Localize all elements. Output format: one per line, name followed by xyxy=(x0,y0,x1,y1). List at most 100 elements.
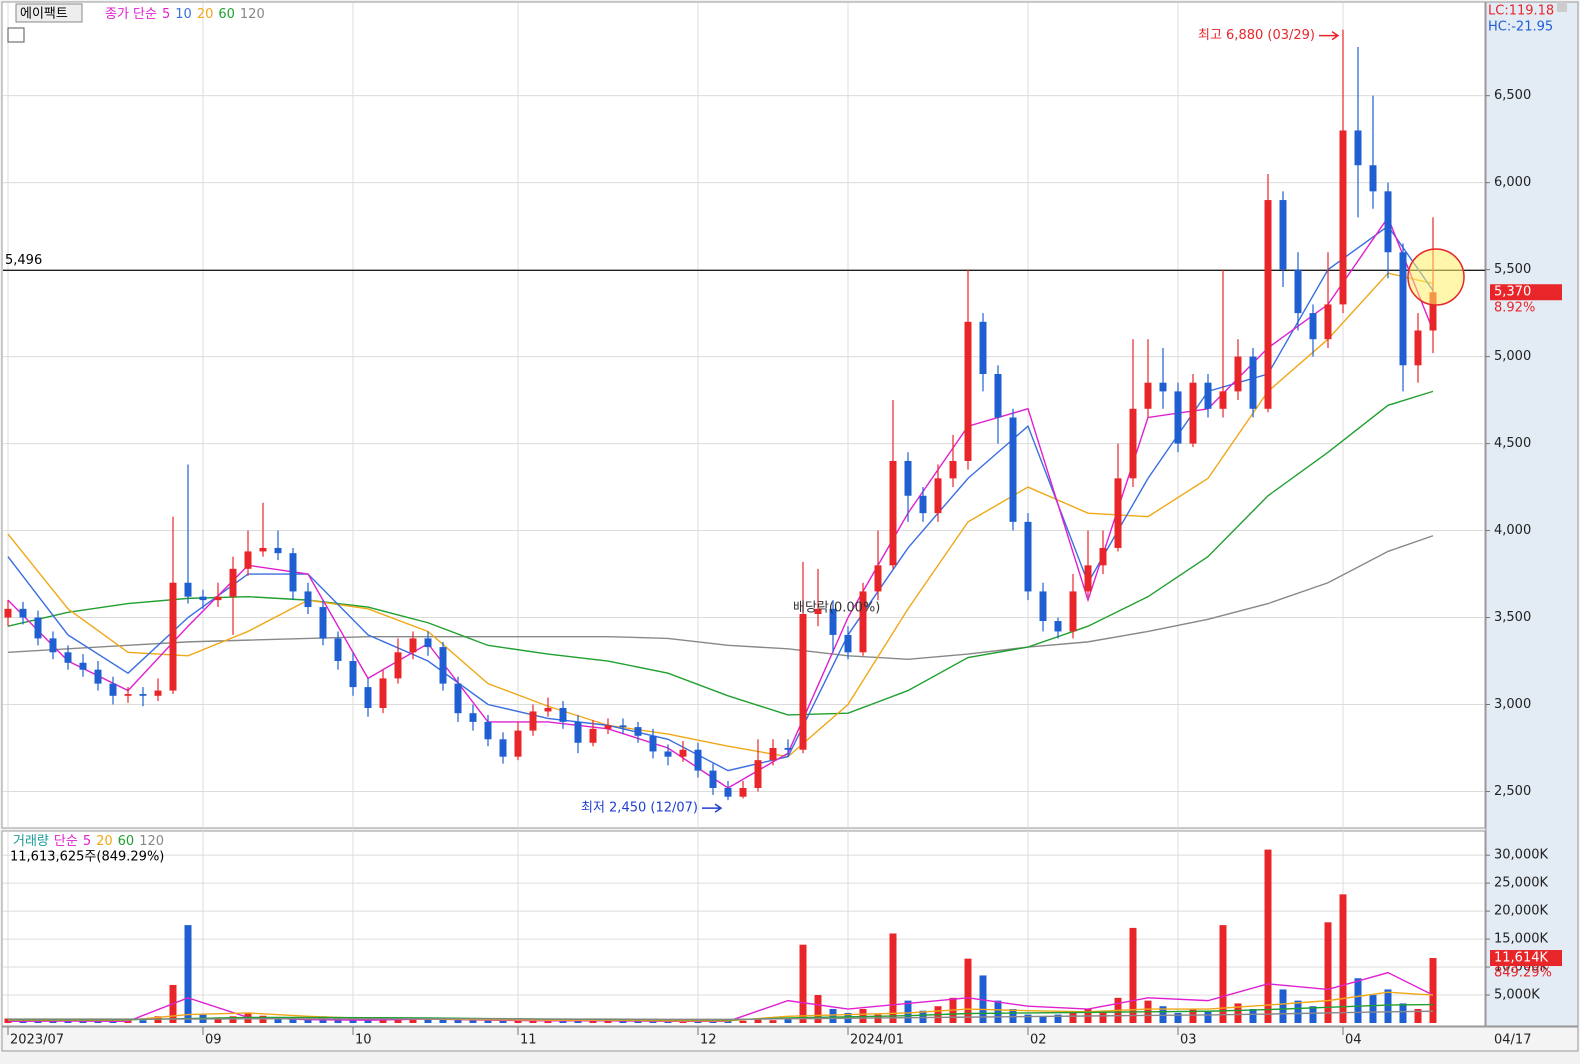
candle-body xyxy=(349,661,357,688)
ma-line xyxy=(7,272,1434,758)
candle-body xyxy=(1039,591,1047,621)
volume-bar xyxy=(829,1009,837,1023)
candle-body xyxy=(1009,417,1017,522)
volume-bar xyxy=(274,1017,282,1023)
title-box xyxy=(15,3,83,23)
volume-bar xyxy=(604,1020,612,1023)
volume-bar xyxy=(769,1020,777,1023)
last-volume-label: 11,614K xyxy=(1494,951,1548,966)
volume-bar xyxy=(394,1017,402,1023)
candle-body xyxy=(739,787,747,797)
y-tick-label: 3,000 xyxy=(1494,697,1531,712)
last-volume-box xyxy=(1490,950,1562,967)
volume-bar xyxy=(1174,1012,1182,1023)
candle-body xyxy=(1234,356,1242,392)
candle-body xyxy=(244,551,252,569)
volume-bar xyxy=(409,1019,417,1023)
volume-bar xyxy=(379,1019,387,1023)
volume-bar xyxy=(1279,989,1287,1023)
candle-body xyxy=(1384,191,1392,253)
y-tick-label: 5,000 xyxy=(1494,349,1531,364)
scroll-box[interactable] xyxy=(1557,2,1567,12)
low-arrow xyxy=(702,803,723,813)
candle-body xyxy=(379,678,387,708)
menu-icon xyxy=(7,27,25,43)
legend-entry: 20 xyxy=(96,834,113,849)
volume-summary: 11,613,625주(849.29%) xyxy=(10,850,164,865)
ma-legend: 종가 단순 5 10 20 60 120 xyxy=(105,7,265,22)
volume-bar xyxy=(469,1019,477,1023)
volume-bar xyxy=(1414,1009,1422,1023)
volume-bar xyxy=(1099,1011,1107,1023)
candle-body xyxy=(364,687,372,708)
ma-line xyxy=(8,1010,1434,1021)
candle-body xyxy=(694,749,702,771)
legend-entry: 5 xyxy=(162,7,170,22)
x-tick-label: 03 xyxy=(1180,1033,1197,1048)
candle-body xyxy=(754,760,762,788)
candle-body xyxy=(1399,252,1407,366)
last-price-box xyxy=(1490,284,1562,301)
title: 에이팩트 xyxy=(20,7,68,22)
candle-body xyxy=(949,460,957,479)
volume-bar xyxy=(1219,925,1227,1023)
candle-body xyxy=(454,683,462,714)
candle-body xyxy=(49,638,57,653)
volume-bar xyxy=(1384,989,1392,1023)
volume-bar xyxy=(1399,1003,1407,1023)
legend-entry: 120 xyxy=(139,834,164,849)
candle-body xyxy=(484,721,492,740)
volume-bar xyxy=(1249,1009,1257,1023)
candle-body xyxy=(1084,565,1092,592)
candle-body xyxy=(184,582,192,597)
candle-body xyxy=(829,608,837,635)
legend-entry: 120 xyxy=(240,7,265,22)
candle-body xyxy=(784,747,792,750)
candle-body xyxy=(1429,292,1437,331)
candle-body xyxy=(439,647,447,684)
candle-body xyxy=(1069,591,1077,632)
volume-bar xyxy=(1324,922,1332,1023)
high-arrow xyxy=(1319,30,1340,41)
candle-body xyxy=(994,373,1002,418)
candle-body xyxy=(1114,478,1122,548)
volume-bar xyxy=(574,1020,582,1023)
x-tick-label: 11 xyxy=(520,1033,537,1048)
volume-bar xyxy=(904,1000,912,1023)
candle-body xyxy=(1249,356,1257,409)
candle-body xyxy=(394,652,402,679)
highlight-circle xyxy=(1407,248,1465,306)
y-tick-label: 6,500 xyxy=(1494,88,1531,103)
volume-bar xyxy=(184,925,192,1023)
volume-bar xyxy=(784,1019,792,1023)
volume-bar xyxy=(544,1020,552,1023)
volume-bar xyxy=(1369,995,1377,1023)
volume-bar xyxy=(1339,894,1347,1023)
volume-bar xyxy=(514,1019,522,1023)
candle-body xyxy=(979,321,987,374)
candle-body xyxy=(1159,382,1167,392)
event-note: 배당락(0.00%) xyxy=(793,601,880,616)
candle-body xyxy=(889,460,897,566)
candle-body xyxy=(724,787,732,797)
volume-bar xyxy=(964,958,972,1023)
candle-body xyxy=(1339,130,1347,305)
legend-prefix: 종가 단순 xyxy=(105,7,157,22)
volume-bar xyxy=(439,1018,447,1023)
candle-body xyxy=(1294,269,1302,314)
candle-body xyxy=(34,617,42,639)
candle-body xyxy=(589,728,597,743)
ma-line xyxy=(7,390,1434,716)
candle-body xyxy=(319,607,327,639)
candle-body xyxy=(1264,200,1272,409)
right-axis xyxy=(1485,1,1579,1027)
candle-body xyxy=(169,582,177,691)
volume-bar xyxy=(694,1021,702,1023)
candle-body xyxy=(1189,382,1197,444)
y-tick-label: 5,500 xyxy=(1494,262,1531,277)
candle-body xyxy=(79,662,87,670)
volume-legend: 거래량 단순 5 20 60 120 xyxy=(13,834,164,849)
candle-body xyxy=(574,721,582,743)
volume-bar xyxy=(454,1017,462,1023)
